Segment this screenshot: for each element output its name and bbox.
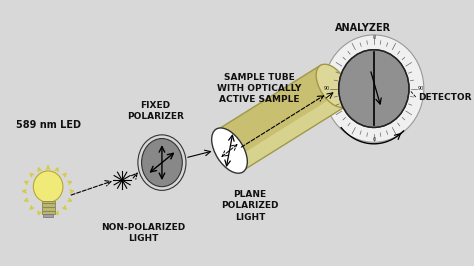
- Text: 90: 90: [418, 86, 424, 91]
- Text: ANALYZER: ANALYZER: [335, 23, 391, 33]
- Ellipse shape: [316, 64, 350, 107]
- Ellipse shape: [339, 50, 409, 127]
- Text: NON-POLARIZED
LIGHT: NON-POLARIZED LIGHT: [101, 223, 185, 243]
- Text: 0: 0: [372, 35, 375, 40]
- Bar: [42, 201, 55, 214]
- Text: FIXED
POLARIZER: FIXED POLARIZER: [127, 101, 184, 121]
- Polygon shape: [217, 65, 346, 171]
- Text: 589 nm LED: 589 nm LED: [16, 120, 81, 130]
- Text: 90: 90: [324, 86, 330, 91]
- Text: PLANE
POLARIZED
LIGHT: PLANE POLARIZED LIGHT: [221, 190, 279, 222]
- Ellipse shape: [33, 171, 63, 202]
- Polygon shape: [235, 94, 346, 171]
- Text: DETECTOR: DETECTOR: [418, 93, 472, 102]
- Text: SAMPLE TUBE
WITH OPTICALLY
ACTIVE SAMPLE: SAMPLE TUBE WITH OPTICALLY ACTIVE SAMPLE: [217, 73, 301, 104]
- Ellipse shape: [324, 35, 424, 142]
- Ellipse shape: [212, 128, 247, 173]
- Ellipse shape: [142, 139, 182, 187]
- Bar: [44, 214, 53, 217]
- Text: 0: 0: [372, 137, 375, 142]
